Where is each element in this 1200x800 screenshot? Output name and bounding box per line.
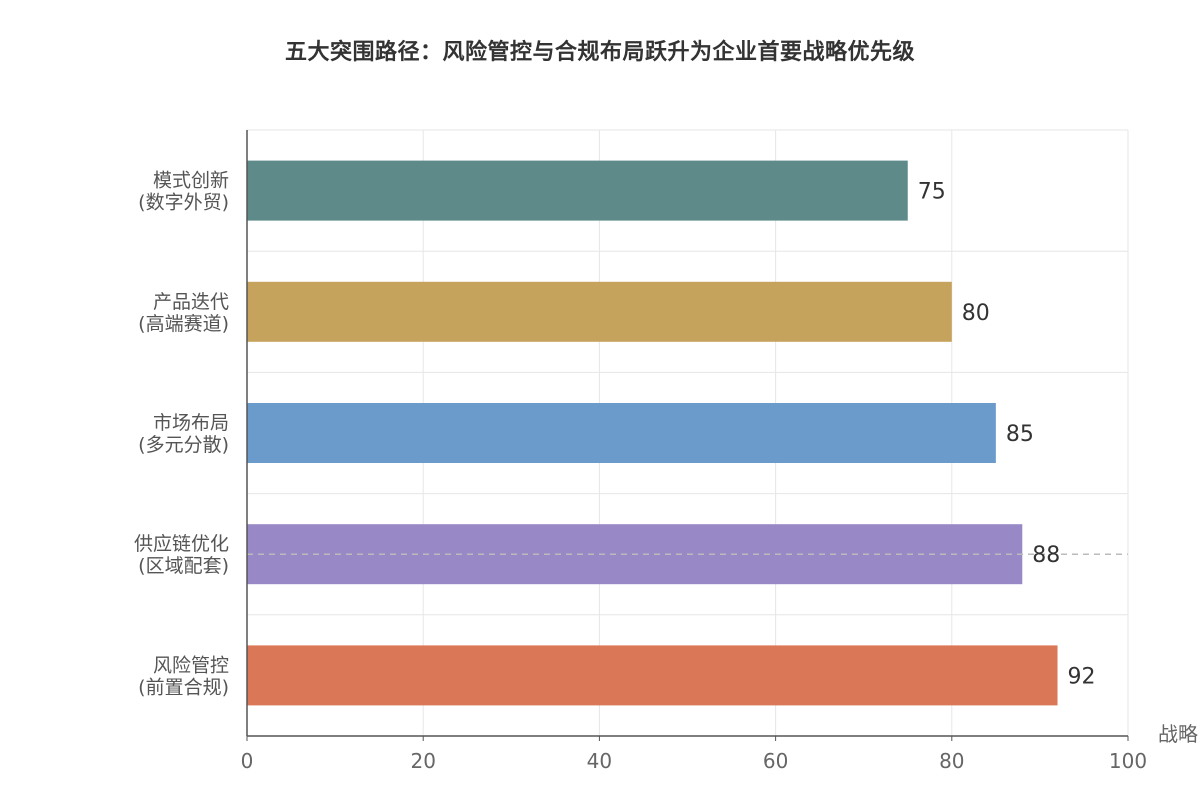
category-label: (前置合规) xyxy=(138,676,229,698)
category-label: (区域配套) xyxy=(138,555,229,577)
category-label: (数字外贸) xyxy=(138,192,229,214)
data-label: 92 xyxy=(1068,664,1096,689)
category-label: 模式创新 xyxy=(153,170,229,192)
x-tick-label: 60 xyxy=(763,749,788,773)
bar xyxy=(247,160,908,221)
data-label: 75 xyxy=(918,180,946,205)
labels: 75 模式创新(数字外贸) 80 产品迭代(高端赛道) 85 市场布局(多元分散) 88 供应… xyxy=(134,170,1198,773)
x-tick-label: 100 xyxy=(1109,749,1147,773)
x-tick-label: 40 xyxy=(587,749,612,773)
x-axis-title: 战略 xyxy=(1158,722,1198,746)
x-tick-label: 20 xyxy=(410,749,435,773)
axes xyxy=(246,130,1129,741)
chart-title: 五大突围路径：风险管控与合规布局跃升为企业首要战略优先级 xyxy=(284,40,915,65)
category-label: 产品迭代 xyxy=(153,291,229,313)
category-label: 供应链优化 xyxy=(134,533,229,555)
bars xyxy=(247,160,1058,706)
category-label: 市场布局 xyxy=(153,412,229,434)
x-tick-label: 0 xyxy=(241,749,254,773)
bar xyxy=(247,281,952,342)
bar xyxy=(247,403,996,463)
category-label: (多元分散) xyxy=(138,434,229,456)
category-label: 风险管控 xyxy=(153,654,229,676)
bar xyxy=(247,645,1058,706)
data-label: 88 xyxy=(1032,543,1060,568)
data-label: 85 xyxy=(1006,422,1034,447)
category-label: (高端赛道) xyxy=(138,313,229,335)
data-label: 80 xyxy=(962,301,990,326)
x-tick-label: 80 xyxy=(939,749,964,773)
